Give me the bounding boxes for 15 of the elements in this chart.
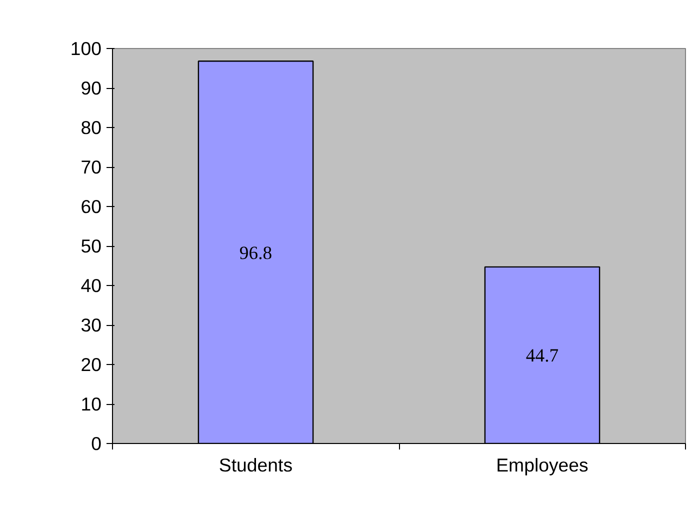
x-tick-label: Students	[218, 454, 293, 476]
y-tick-label: 20	[80, 354, 102, 375]
y-tick-label: 80	[80, 117, 102, 138]
y-tick-label: 60	[80, 196, 102, 217]
y-tick-label: 70	[80, 156, 102, 178]
y-tick-label: 50	[80, 236, 102, 256]
y-tick-label: 30	[80, 314, 102, 336]
data-label: 44.7	[526, 346, 559, 367]
y-tick-label: 90	[80, 78, 102, 98]
y-tick-label: 0	[91, 433, 102, 454]
y-tick-label: 100	[70, 38, 102, 59]
y-tick-label: 10	[80, 394, 102, 414]
data-label: 96.8	[239, 242, 272, 264]
y-tick-label: 40	[80, 275, 102, 296]
x-tick-label: Employees	[496, 454, 588, 476]
